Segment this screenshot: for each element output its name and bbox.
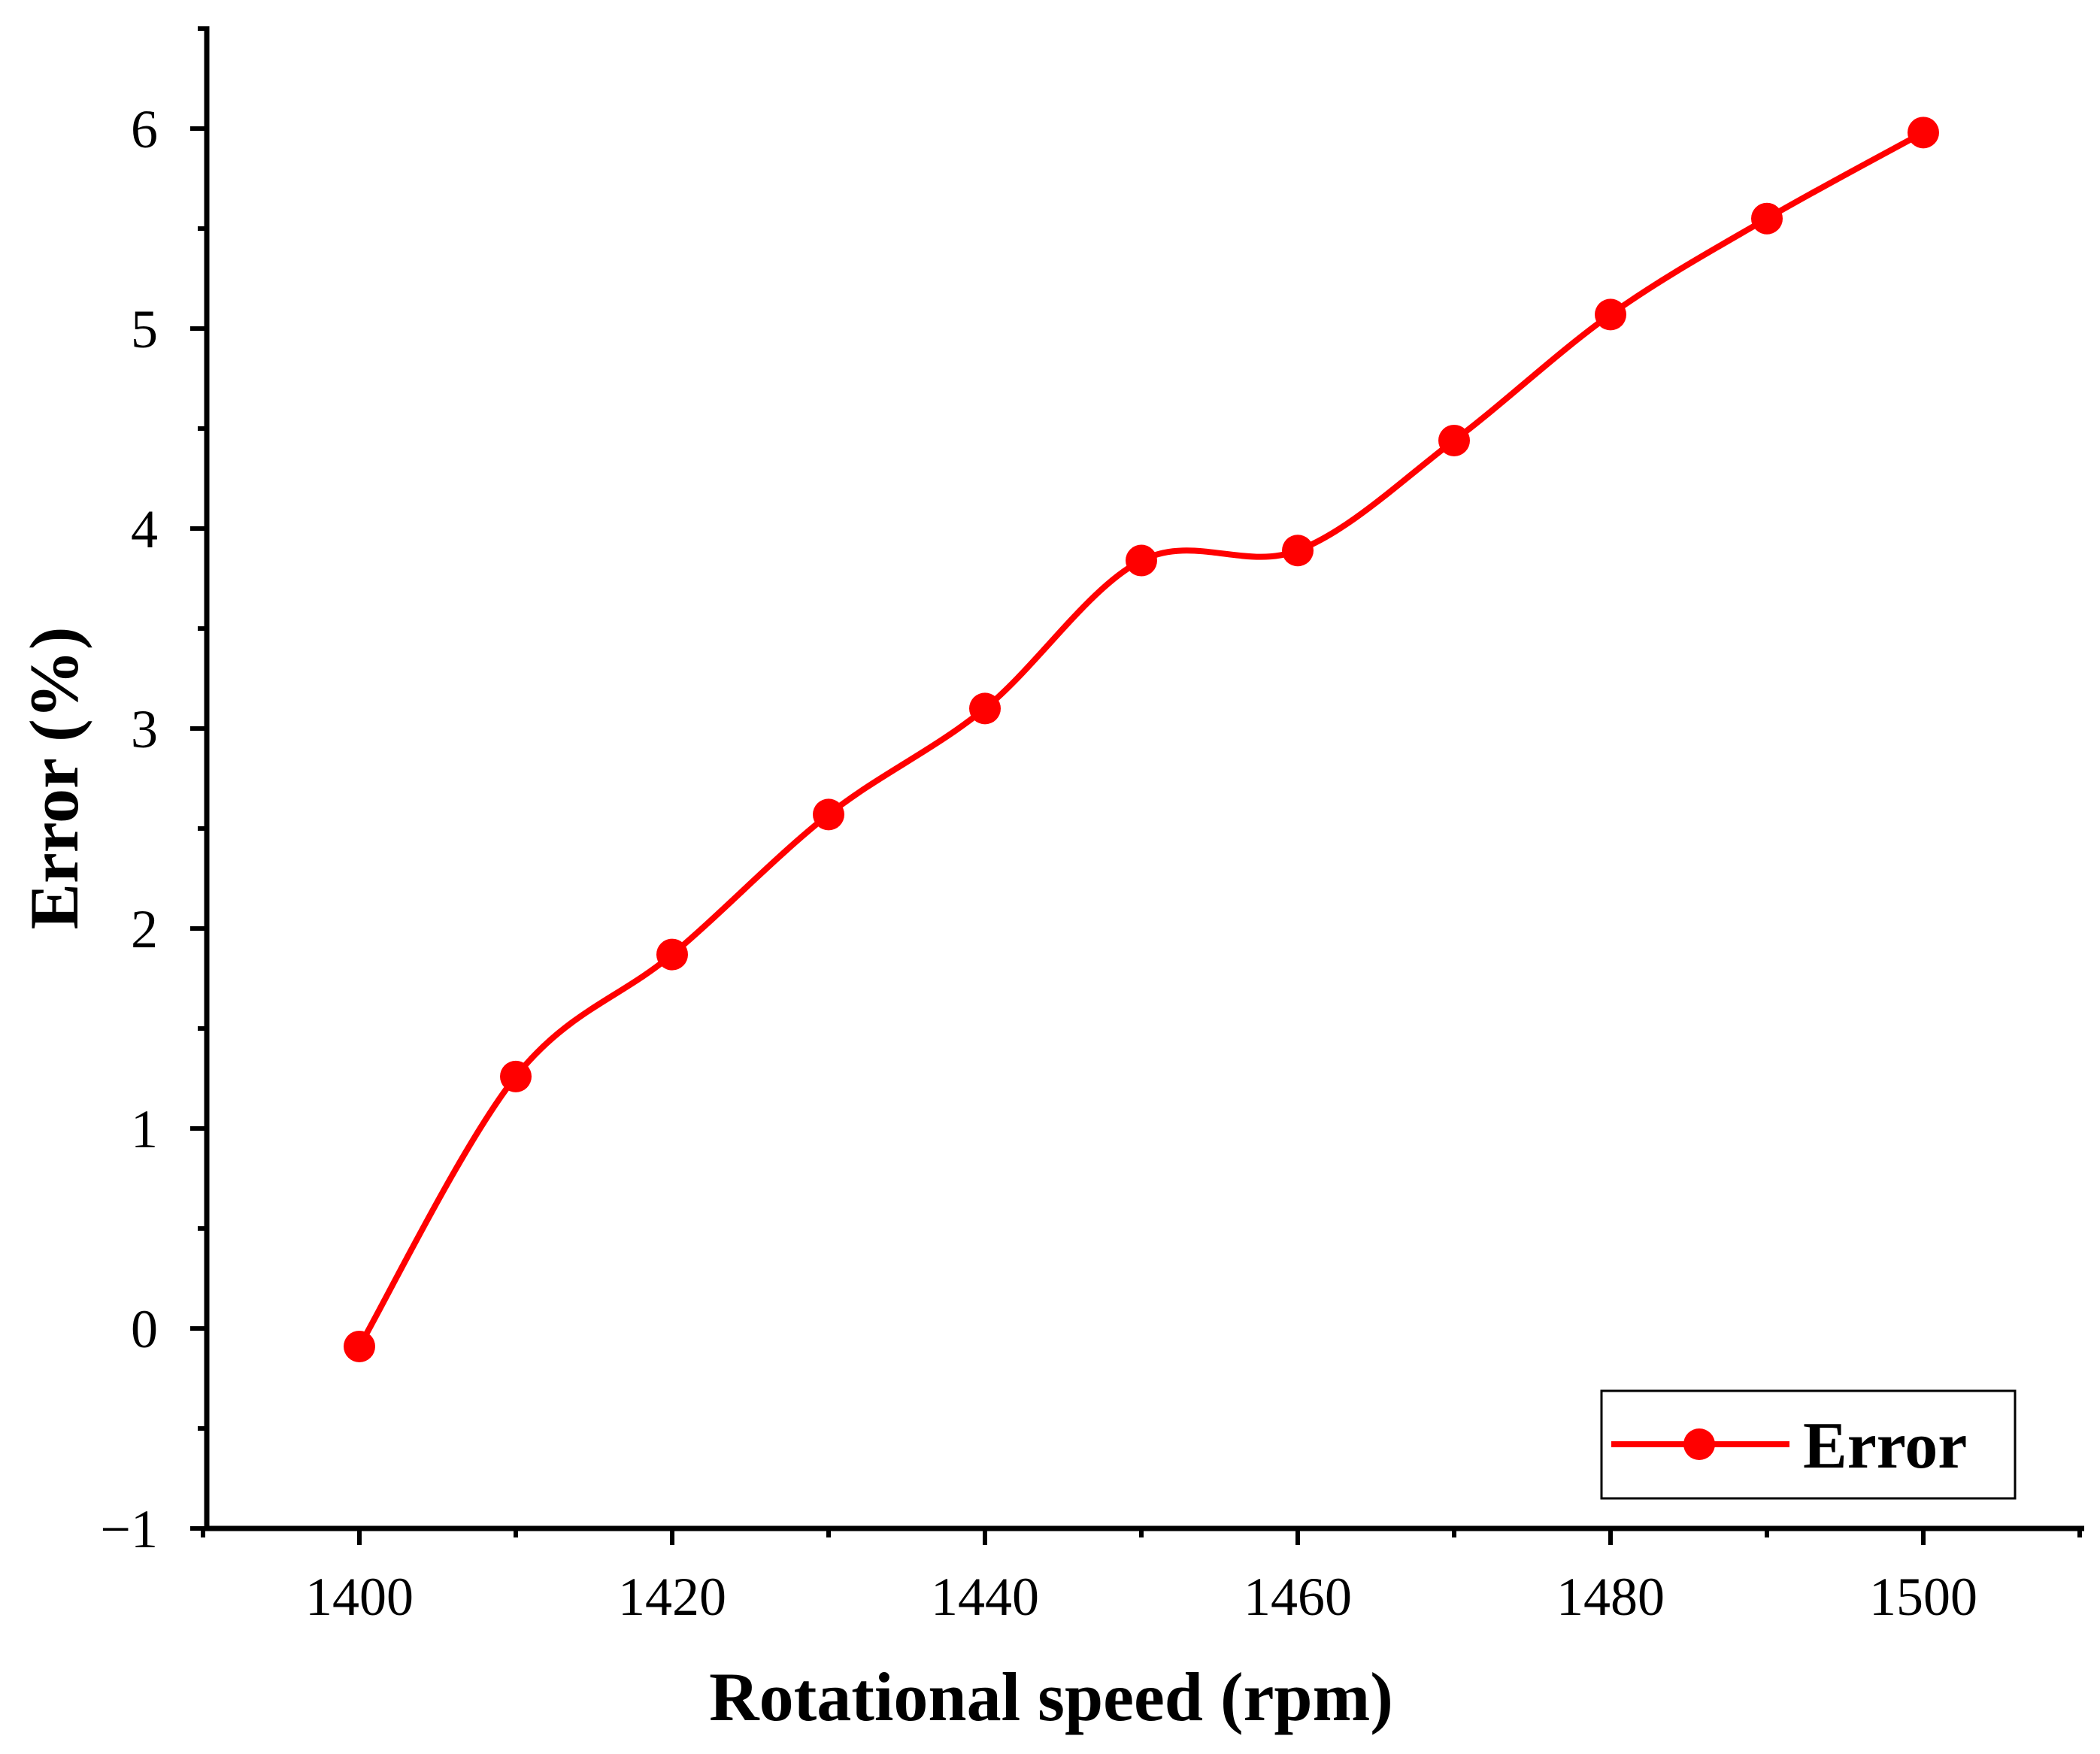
legend-label: Error (1803, 1410, 1967, 1483)
y-axis-ticks: −1 0 1 2 3 4 5 6 (100, 26, 207, 1559)
y-tick-label: 6 (131, 99, 158, 159)
y-tick-label: −1 (100, 1499, 158, 1559)
data-point-marker (500, 1060, 532, 1092)
y-axis-title: Error (%) (16, 627, 92, 930)
y-tick-label: 4 (131, 499, 158, 559)
data-point-marker (1751, 202, 1783, 235)
series-layer (344, 117, 1939, 1362)
data-point-marker (1126, 544, 1157, 577)
x-axis-title: Rotational speed (rpm) (709, 1659, 1393, 1735)
x-tick-label: 1500 (1869, 1567, 1977, 1627)
x-tick-label: 1480 (1556, 1567, 1665, 1627)
data-point-marker (969, 692, 1001, 725)
plot-area: −1 0 1 2 3 4 5 6 1400 1420 1440 1460 1480 1500 (100, 26, 2084, 1627)
x-axis-ticks: 1400 1420 1440 1460 1480 1500 (201, 1528, 2082, 1627)
data-point-marker (813, 798, 844, 831)
data-point-marker (656, 938, 688, 971)
legend-marker-sample (1683, 1428, 1715, 1460)
data-point-marker (344, 1330, 375, 1362)
data-point-marker (1908, 117, 1939, 149)
x-tick-label: 1460 (1244, 1567, 1352, 1627)
data-point-marker (1282, 535, 1314, 567)
legend: Error (1600, 1389, 2017, 1500)
y-tick-label: 0 (131, 1299, 158, 1359)
data-point-marker (1438, 424, 1470, 456)
x-tick-label: 1440 (931, 1567, 1039, 1627)
y-tick-label: 3 (131, 699, 158, 759)
y-tick-label: 1 (131, 1099, 158, 1159)
y-tick-label: 5 (131, 299, 158, 359)
series-line-error (356, 129, 1926, 1350)
y-tick-label: 2 (131, 899, 158, 959)
data-point-marker (1595, 298, 1626, 331)
x-tick-label: 1420 (618, 1567, 726, 1627)
x-tick-label: 1400 (305, 1567, 414, 1627)
